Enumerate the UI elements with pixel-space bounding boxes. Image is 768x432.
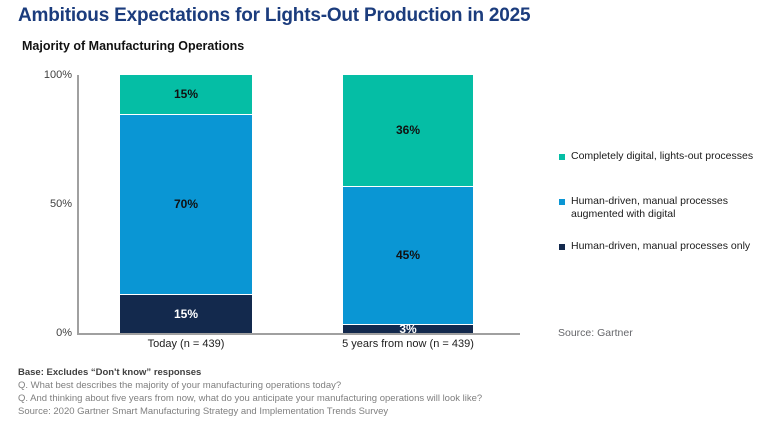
- y-tick-label: 50%: [49, 198, 72, 210]
- bar-segment: 15%: [120, 294, 252, 333]
- bar-segment: 15%: [120, 75, 252, 114]
- x-axis-category-label: 5 years from now (n = 439): [342, 338, 474, 350]
- stacked-bar: 15% 70% 15%: [120, 75, 252, 333]
- legend-item: Human-driven, manual processes augmented …: [559, 195, 753, 221]
- chart-legend: Completely digital, lights-out processes…: [559, 150, 753, 285]
- legend-item: Completely digital, lights-out processes: [559, 150, 753, 163]
- segment-value-label: 3%: [399, 321, 417, 336]
- x-axis-category-label: Today (n = 439): [147, 338, 225, 350]
- legend-label: Human-driven, manual processes only: [571, 240, 751, 252]
- footnote-line: Source: 2020 Gartner Smart Manufacturing…: [18, 406, 389, 417]
- footnote-line: Q. And thinking about five years from no…: [18, 393, 483, 404]
- legend-swatch-icon: [559, 244, 565, 250]
- bar-segment: 70%: [120, 113, 252, 295]
- bar-segment: 36%: [343, 75, 473, 186]
- page-title: Ambitious Expectations for Lights-Out Pr…: [18, 5, 531, 26]
- legend-item: Human-driven, manual processes only: [559, 240, 753, 253]
- segment-value-label: 36%: [395, 123, 421, 138]
- bar-segment: 45%: [343, 185, 473, 324]
- segment-value-label: 15%: [173, 307, 199, 322]
- bar-segment: 3%: [343, 321, 473, 336]
- segment-value-label: 45%: [395, 248, 421, 263]
- legend-swatch-icon: [559, 199, 565, 205]
- source-label: Source: Gartner: [558, 327, 633, 339]
- segment-value-label: 70%: [173, 197, 199, 212]
- footnotes: Base: Excludes “Don't know” responses Q.…: [18, 366, 482, 418]
- chart-subtitle: Majority of Manufacturing Operations: [22, 39, 245, 53]
- segment-value-label: 15%: [173, 87, 199, 102]
- legend-label: Human-driven, manual processes augmented …: [571, 195, 728, 220]
- y-tick-label: 100%: [43, 69, 72, 81]
- plot-area: 15% 70% 15% 36% 45% 3%: [77, 75, 520, 335]
- legend-swatch-icon: [559, 154, 565, 160]
- footnote-base: Base: Excludes “Don't know” responses: [18, 367, 202, 378]
- stacked-bar: 36% 45% 3%: [343, 75, 473, 336]
- y-tick-label: 0%: [56, 327, 72, 339]
- footnote-line: Q. What best describes the majority of y…: [18, 380, 342, 391]
- legend-label: Completely digital, lights-out processes: [571, 150, 754, 162]
